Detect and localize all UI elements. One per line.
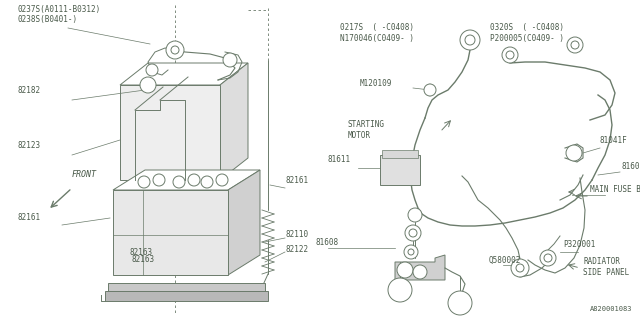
- Text: P320001: P320001: [563, 240, 595, 249]
- Polygon shape: [228, 170, 260, 275]
- Circle shape: [153, 174, 165, 186]
- Polygon shape: [220, 63, 248, 180]
- Circle shape: [424, 84, 436, 96]
- Text: 0238S(B0401-): 0238S(B0401-): [18, 15, 78, 24]
- Circle shape: [405, 225, 421, 241]
- Circle shape: [223, 53, 237, 67]
- Text: 82122: 82122: [285, 245, 308, 254]
- Text: MAIN FUSE BOX: MAIN FUSE BOX: [590, 185, 640, 194]
- Bar: [120, 85, 220, 180]
- Polygon shape: [105, 291, 268, 301]
- Circle shape: [516, 264, 524, 272]
- Text: 81611: 81611: [328, 155, 351, 164]
- Circle shape: [502, 47, 518, 63]
- Circle shape: [413, 265, 427, 279]
- Bar: [380, 155, 420, 185]
- Bar: [382, 150, 418, 158]
- Polygon shape: [113, 170, 260, 190]
- Text: 82123: 82123: [18, 141, 41, 150]
- Text: 82163: 82163: [130, 248, 153, 257]
- Circle shape: [201, 176, 213, 188]
- Circle shape: [409, 229, 417, 237]
- Polygon shape: [120, 63, 248, 85]
- Circle shape: [397, 262, 413, 278]
- Circle shape: [216, 174, 228, 186]
- Circle shape: [171, 46, 179, 54]
- Bar: [113, 190, 228, 275]
- Text: 82110: 82110: [285, 230, 308, 239]
- Circle shape: [571, 41, 579, 49]
- Circle shape: [448, 291, 472, 315]
- Circle shape: [511, 259, 529, 277]
- Circle shape: [173, 176, 185, 188]
- Circle shape: [540, 250, 556, 266]
- Circle shape: [566, 145, 582, 161]
- Text: 82161: 82161: [18, 213, 41, 222]
- Text: 81041F: 81041F: [600, 136, 628, 145]
- Circle shape: [408, 249, 414, 255]
- Text: RADIATOR: RADIATOR: [583, 257, 620, 266]
- Text: N170046(C0409- ): N170046(C0409- ): [340, 34, 414, 43]
- Circle shape: [506, 51, 514, 59]
- Text: FRONT: FRONT: [72, 170, 97, 179]
- Text: M120109: M120109: [360, 79, 392, 88]
- Circle shape: [544, 254, 552, 262]
- Circle shape: [188, 174, 200, 186]
- Circle shape: [138, 176, 150, 188]
- Text: SIDE PANEL: SIDE PANEL: [583, 268, 629, 277]
- Text: A820001083: A820001083: [589, 306, 632, 312]
- Circle shape: [146, 64, 158, 76]
- Text: 0320S  ( -C0408): 0320S ( -C0408): [490, 23, 564, 32]
- Text: 0237S(A0111-B0312): 0237S(A0111-B0312): [18, 5, 101, 14]
- Text: 0217S  ( -C0408): 0217S ( -C0408): [340, 23, 414, 32]
- Text: 81608: 81608: [316, 238, 339, 247]
- Circle shape: [388, 278, 412, 302]
- Circle shape: [408, 208, 422, 222]
- Text: 82161: 82161: [285, 176, 308, 185]
- Text: 82163: 82163: [131, 255, 154, 264]
- Text: P200005(C0409- ): P200005(C0409- ): [490, 34, 564, 43]
- Circle shape: [404, 245, 418, 259]
- Circle shape: [140, 77, 156, 93]
- Text: MOTOR: MOTOR: [348, 131, 371, 140]
- Text: 81601: 81601: [622, 162, 640, 171]
- Circle shape: [465, 35, 475, 45]
- Polygon shape: [395, 255, 445, 280]
- Text: 82182: 82182: [18, 86, 41, 95]
- Text: STARTING: STARTING: [348, 120, 385, 129]
- Circle shape: [567, 37, 583, 53]
- Circle shape: [460, 30, 480, 50]
- Text: Q580002: Q580002: [489, 256, 522, 265]
- Polygon shape: [108, 283, 265, 291]
- Circle shape: [166, 41, 184, 59]
